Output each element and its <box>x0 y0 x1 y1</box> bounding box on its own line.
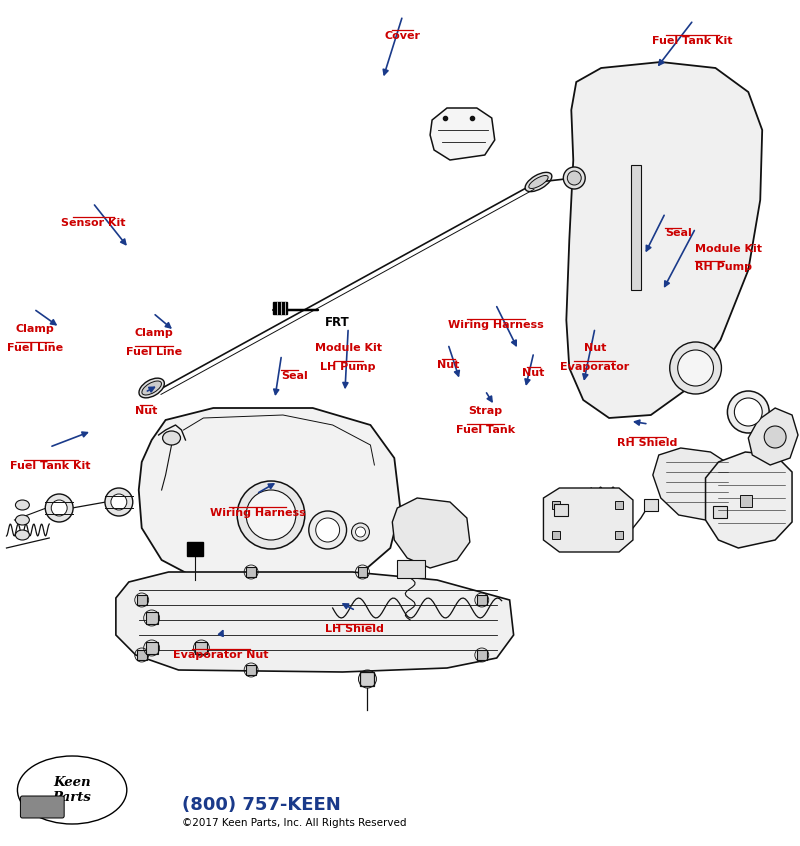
Ellipse shape <box>727 391 769 433</box>
Text: Module Kit: Module Kit <box>314 343 382 354</box>
Ellipse shape <box>764 426 786 448</box>
Bar <box>477 650 486 660</box>
Text: Clamp: Clamp <box>15 324 54 334</box>
Ellipse shape <box>105 488 133 516</box>
Ellipse shape <box>18 756 127 824</box>
Ellipse shape <box>15 500 30 510</box>
Polygon shape <box>631 165 641 290</box>
Ellipse shape <box>351 523 370 541</box>
Text: Nut: Nut <box>438 360 459 370</box>
Bar <box>273 302 287 314</box>
Bar <box>246 665 256 675</box>
Polygon shape <box>543 488 633 552</box>
Text: (800) 757-KEEN: (800) 757-KEEN <box>182 796 340 814</box>
Text: Wiring Harness: Wiring Harness <box>210 508 306 518</box>
Ellipse shape <box>678 350 714 386</box>
Ellipse shape <box>162 431 181 445</box>
Bar <box>146 642 158 654</box>
Ellipse shape <box>46 494 73 522</box>
Text: Clamp: Clamp <box>134 328 174 338</box>
Polygon shape <box>706 452 792 548</box>
Bar <box>615 501 623 509</box>
Polygon shape <box>566 62 762 418</box>
Text: RH Shield: RH Shield <box>617 438 678 448</box>
Ellipse shape <box>237 481 305 549</box>
Bar <box>137 595 146 605</box>
Ellipse shape <box>51 500 67 516</box>
Bar <box>644 499 658 511</box>
Text: Sensor Kit: Sensor Kit <box>62 218 126 228</box>
Bar <box>554 504 568 516</box>
Ellipse shape <box>246 490 296 540</box>
Polygon shape <box>653 448 738 520</box>
Ellipse shape <box>15 530 30 540</box>
Text: Fuel Line: Fuel Line <box>126 347 182 357</box>
Polygon shape <box>430 108 494 160</box>
Text: Wiring Harness: Wiring Harness <box>448 320 544 330</box>
Ellipse shape <box>316 518 340 542</box>
Text: Keen
Parts: Keen Parts <box>53 776 91 804</box>
Polygon shape <box>138 408 400 585</box>
Bar <box>146 612 158 624</box>
Text: ©2017 Keen Parts, Inc. All Rights Reserved: ©2017 Keen Parts, Inc. All Rights Reserv… <box>182 818 406 828</box>
Text: Evaporator Nut: Evaporator Nut <box>173 650 269 660</box>
Text: Strap: Strap <box>469 406 503 416</box>
Ellipse shape <box>734 398 762 426</box>
Ellipse shape <box>355 527 366 537</box>
Text: Fuel Tank Kit: Fuel Tank Kit <box>652 36 733 46</box>
Polygon shape <box>116 572 514 672</box>
Text: Nut: Nut <box>583 343 606 354</box>
Bar <box>358 567 367 577</box>
Polygon shape <box>392 498 470 568</box>
Text: LH Pump: LH Pump <box>321 362 376 372</box>
Ellipse shape <box>525 173 552 192</box>
Text: Seal: Seal <box>282 371 308 381</box>
Ellipse shape <box>15 515 30 525</box>
Bar <box>615 531 623 539</box>
Ellipse shape <box>142 381 162 395</box>
Text: Cover: Cover <box>384 31 420 41</box>
Bar <box>740 495 752 507</box>
Ellipse shape <box>563 167 586 189</box>
FancyBboxPatch shape <box>21 796 64 818</box>
Text: RH Pump: RH Pump <box>695 262 752 272</box>
Text: Nut: Nut <box>522 368 545 378</box>
Ellipse shape <box>309 511 346 549</box>
Text: Seal: Seal <box>665 228 691 239</box>
Ellipse shape <box>567 171 582 185</box>
Bar <box>714 506 727 518</box>
Text: FRT: FRT <box>325 316 350 329</box>
Ellipse shape <box>529 175 548 189</box>
Text: Fuel Tank Kit: Fuel Tank Kit <box>10 461 91 471</box>
Text: Evaporator: Evaporator <box>560 362 630 372</box>
Text: Fuel Tank: Fuel Tank <box>456 425 515 435</box>
Bar <box>187 542 203 556</box>
Text: Nut: Nut <box>135 406 158 416</box>
Bar <box>477 595 486 605</box>
Bar <box>361 672 374 686</box>
Bar <box>195 642 207 654</box>
Polygon shape <box>748 408 798 465</box>
Bar <box>553 531 560 539</box>
Ellipse shape <box>670 342 722 394</box>
Ellipse shape <box>139 378 164 398</box>
Bar <box>553 501 560 509</box>
Text: Fuel Line: Fuel Line <box>6 343 62 353</box>
Text: Module Kit: Module Kit <box>695 244 762 254</box>
Ellipse shape <box>111 494 127 510</box>
Bar <box>137 650 146 660</box>
Text: LH Shield: LH Shield <box>325 624 384 634</box>
Bar <box>398 560 425 578</box>
Bar <box>246 567 256 577</box>
